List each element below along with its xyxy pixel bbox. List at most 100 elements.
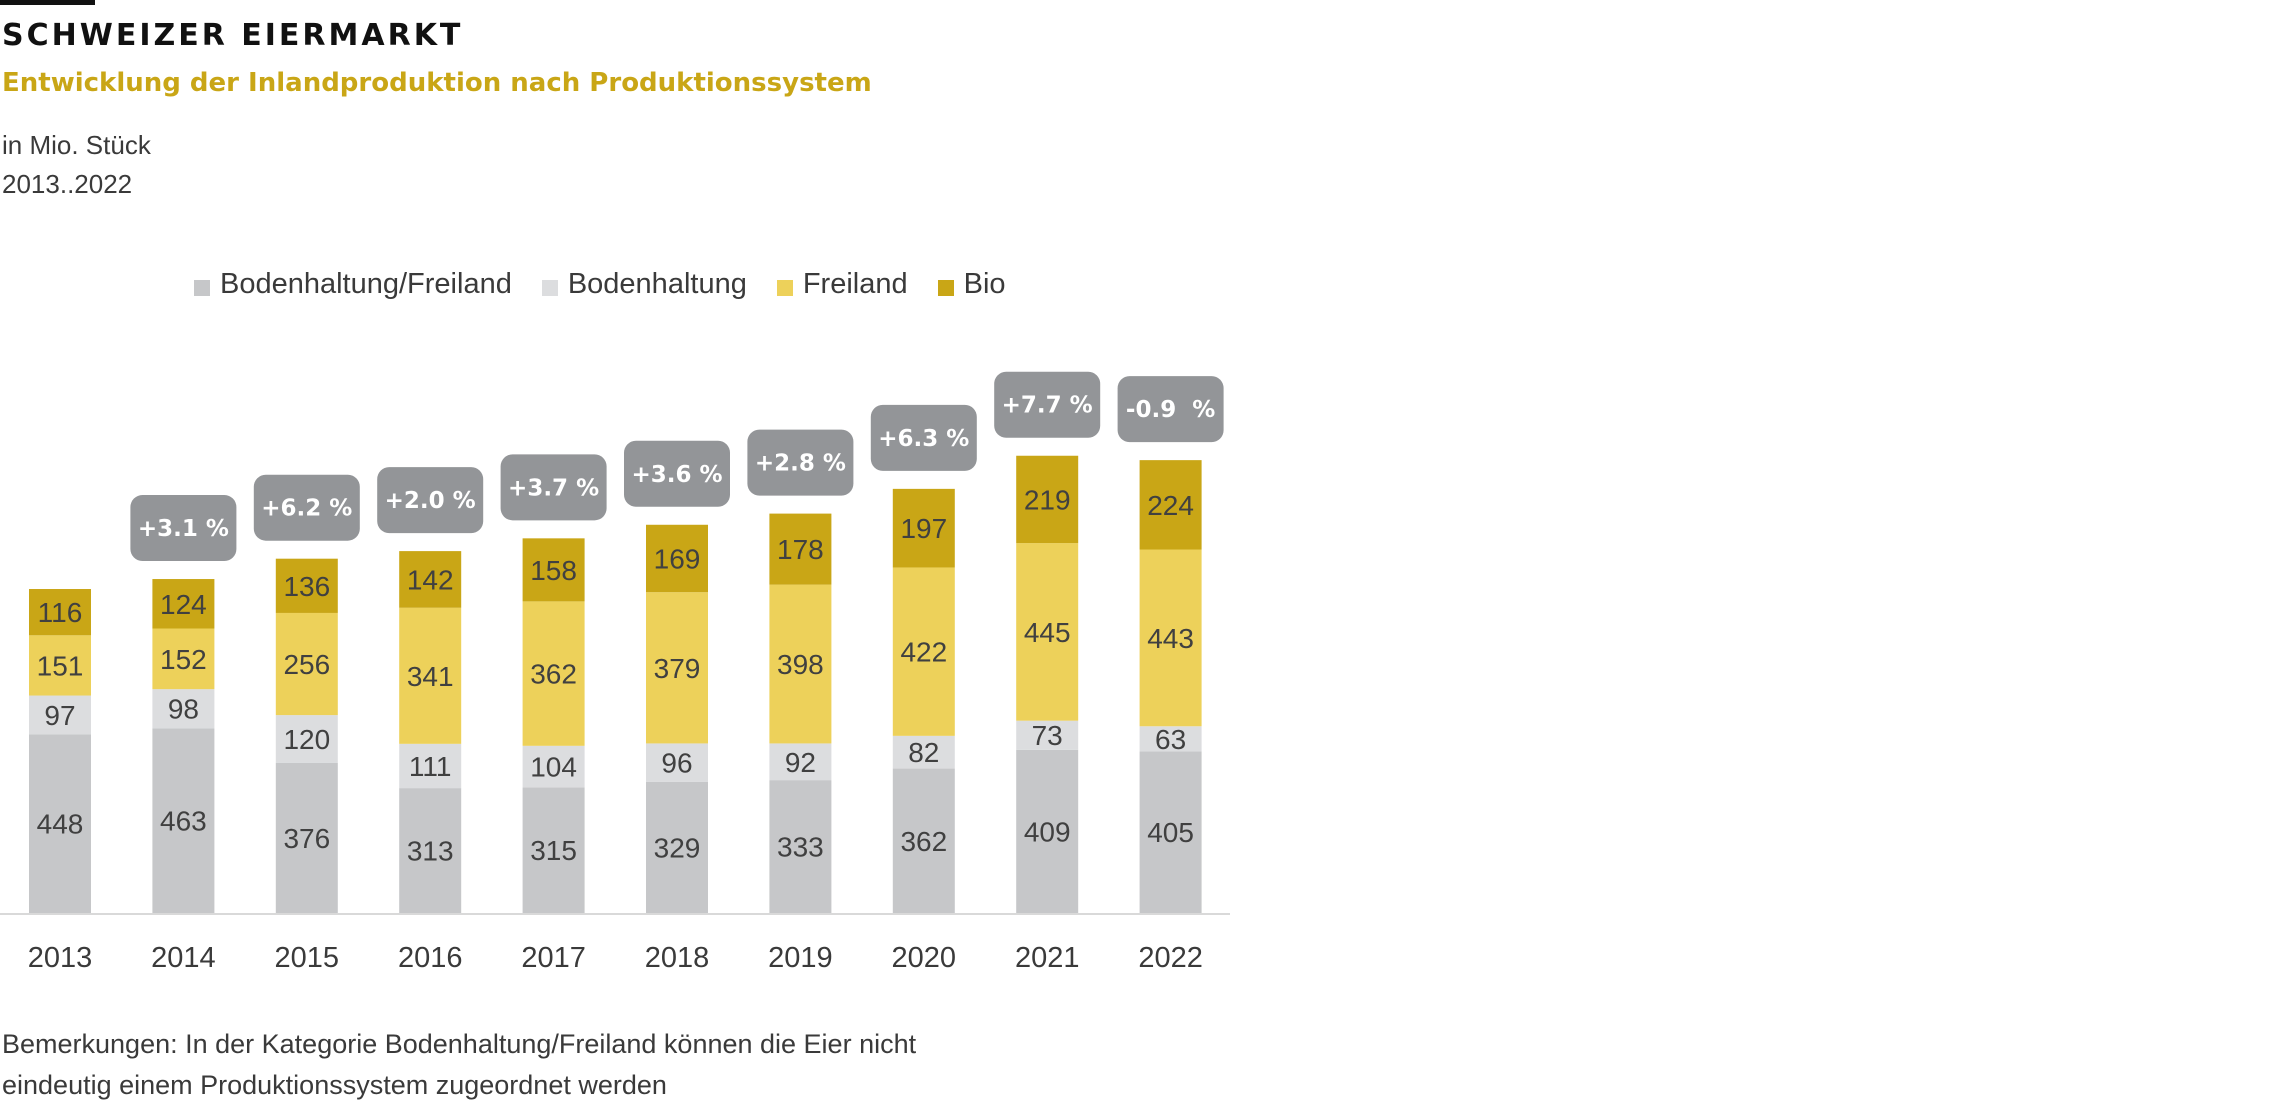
x-tick-label: 2022 <box>1138 942 1203 974</box>
data-label: 376 <box>283 823 330 854</box>
growth-label: +3.7 % <box>508 475 599 501</box>
data-label: 329 <box>654 832 701 863</box>
bar-segment <box>1016 455 1079 544</box>
bar-segment <box>1139 460 1202 550</box>
x-tick-label: 2013 <box>28 942 93 974</box>
bar-segment <box>646 592 708 744</box>
data-label: 178 <box>777 534 824 565</box>
data-label: 197 <box>900 513 947 544</box>
data-label: 151 <box>37 650 84 681</box>
data-label: 422 <box>900 637 947 668</box>
title-accent-bar <box>0 0 95 5</box>
legend-swatch <box>776 279 793 296</box>
footnote-line-1: Bemerkungen: In der Kategorie Bodenhaltu… <box>2 1029 917 1059</box>
legend-item-bio: Bio <box>937 268 1006 301</box>
bar-segment <box>275 612 338 716</box>
bar-segment <box>1139 726 1202 752</box>
data-label: 409 <box>1024 816 1071 847</box>
unit-label: in Mio. Stück <box>2 130 151 160</box>
data-label: 362 <box>900 826 947 857</box>
growth-label: +2.0 % <box>385 488 476 514</box>
bar-segment <box>892 488 955 568</box>
x-tick-label: 2018 <box>645 942 710 974</box>
data-label: 398 <box>777 649 824 680</box>
bar-segment <box>892 735 955 769</box>
legend-label: Bio <box>963 268 1006 300</box>
growth-badge <box>130 495 237 562</box>
data-label: 448 <box>37 809 84 840</box>
growth-label: -0.9 % <box>1126 397 1215 423</box>
bar-segment <box>769 513 832 585</box>
bar-segment <box>29 695 91 735</box>
growth-badge <box>747 429 854 496</box>
bar-segment <box>646 743 708 782</box>
bar-segment <box>1016 749 1079 913</box>
bar-segment <box>769 780 832 913</box>
data-label: 169 <box>654 543 701 574</box>
x-tick-label: 2019 <box>768 942 833 974</box>
growth-badge <box>377 467 484 534</box>
data-label: 443 <box>1147 623 1194 654</box>
bar-segment <box>646 781 708 913</box>
data-label: 98 <box>168 694 199 725</box>
bar-segment <box>522 601 585 746</box>
data-label: 63 <box>1155 724 1186 755</box>
chart-subtitle: Entwicklung der Inlandproduktion nach Pr… <box>2 68 872 98</box>
bar-segment <box>275 558 338 613</box>
data-label: 73 <box>1032 720 1063 751</box>
data-label: 333 <box>777 832 824 863</box>
legend-item-freiland: Freiland <box>776 268 908 301</box>
growth-label: +6.2 % <box>261 496 352 522</box>
data-label: 116 <box>38 597 83 628</box>
bar-segment <box>152 628 215 690</box>
legend-swatch <box>194 279 210 296</box>
growth-label: +3.1 % <box>138 516 229 542</box>
bar-segment <box>522 745 585 788</box>
growth-badge <box>1117 376 1224 443</box>
data-label: 219 <box>1024 484 1071 515</box>
growth-label: +7.7 % <box>1002 393 1093 419</box>
bar-segment <box>1016 720 1079 750</box>
legend-label: Freiland <box>802 268 908 300</box>
bar-segment <box>1016 543 1079 721</box>
footnote: Bemerkungen: In der Kategorie Bodenhaltu… <box>2 1024 916 1106</box>
growth-badge <box>870 404 977 471</box>
legend-label: Bodenhaltung/Freiland <box>220 268 512 300</box>
growth-badge <box>624 440 730 507</box>
growth-badge <box>500 454 607 521</box>
data-label: 142 <box>407 564 454 595</box>
bar-segment <box>1139 549 1202 727</box>
growth-label: +2.8 % <box>755 451 846 477</box>
bar-segment <box>399 551 462 608</box>
legend-item-bodenhaltung-freiland: Bodenhaltung/Freiland <box>194 268 512 301</box>
bar-segment <box>522 787 585 913</box>
data-label: 82 <box>908 737 939 768</box>
data-label: 405 <box>1147 817 1194 848</box>
data-label: 313 <box>407 836 454 867</box>
bar-segment <box>275 762 338 913</box>
legend: Bodenhaltung/Freiland Bodenhaltung Freil… <box>194 268 1006 301</box>
chart-title: SCHWEIZER EIERMARKT <box>2 18 464 53</box>
period-label: 2013..2022 <box>2 169 133 199</box>
data-label: 315 <box>530 835 577 866</box>
x-tick-label: 2017 <box>521 942 586 974</box>
data-label: 136 <box>283 571 330 602</box>
bar-segment <box>399 743 462 789</box>
data-label: 341 <box>407 661 454 692</box>
bar-segment <box>152 728 215 913</box>
x-tick-label: 2020 <box>892 942 957 974</box>
bar-segment <box>29 635 91 696</box>
footnote-line-2: eindeutig einem Produktionssystem zugeor… <box>2 1070 667 1100</box>
data-label: 92 <box>785 747 816 778</box>
growth-badge <box>253 474 360 541</box>
growth-label: +6.3 % <box>878 426 969 452</box>
data-label: 158 <box>530 555 577 586</box>
x-tick-label: 2016 <box>398 942 463 974</box>
bar-segment <box>152 689 215 729</box>
data-label: 379 <box>654 653 701 684</box>
bar-segment <box>1139 751 1202 913</box>
x-tick-label: 2015 <box>275 942 340 974</box>
data-label: 256 <box>283 649 330 680</box>
bar-segment <box>646 524 708 593</box>
data-label: 463 <box>160 806 207 837</box>
